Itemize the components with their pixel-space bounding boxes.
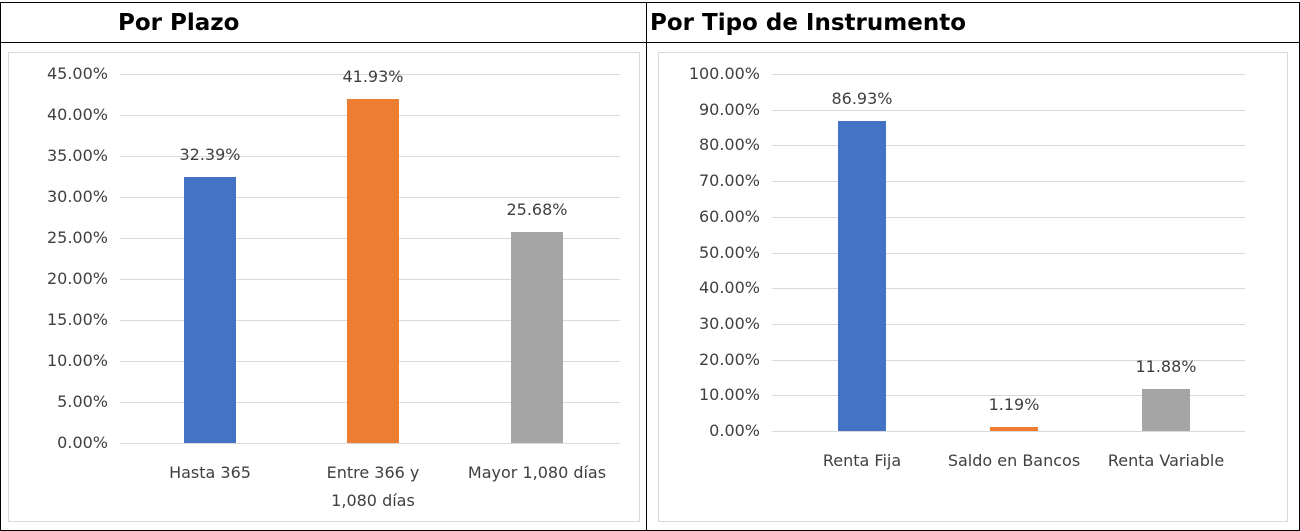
y-tick-label: 100.00% xyxy=(688,64,760,83)
y-tick-label: 40.00% xyxy=(698,278,760,298)
chart-frame xyxy=(658,52,1288,522)
bar xyxy=(184,177,236,443)
y-tick-label: 30.00% xyxy=(46,187,108,206)
x-tick-label: Renta Variable xyxy=(1107,451,1225,470)
chart-title: Por Plazo xyxy=(118,10,240,36)
x-tick-label: Hasta 365 xyxy=(169,463,251,482)
grid-line xyxy=(772,431,1245,432)
data-label: 25.68% xyxy=(506,200,568,220)
y-tick-label: 10.00% xyxy=(698,385,760,405)
chart-title: Por Tipo de Instrumento xyxy=(650,10,966,36)
grid-line xyxy=(772,216,1245,218)
grid-line xyxy=(772,74,1245,75)
y-tick-label: 40.00% xyxy=(46,105,108,124)
data-label: 32.39% xyxy=(179,145,241,165)
data-label: 41.93% xyxy=(342,67,404,87)
y-tick-label: 70.00% xyxy=(698,171,760,191)
bar xyxy=(511,232,563,443)
bar xyxy=(1142,388,1190,431)
y-tick-label: 80.00% xyxy=(698,135,760,155)
y-tick-label: 90.00% xyxy=(698,99,760,119)
grid-line xyxy=(772,109,1245,111)
y-tick-label: 0.00% xyxy=(57,433,108,452)
y-tick-label: 20.00% xyxy=(46,269,108,288)
y-tick-label: 5.00% xyxy=(57,392,108,411)
grid-line xyxy=(120,74,620,75)
bar xyxy=(990,426,1038,431)
y-tick-label: 10.00% xyxy=(46,351,108,370)
grid-line xyxy=(772,288,1245,290)
grid-line xyxy=(772,323,1245,325)
x-tick-label: Saldo en Bancos xyxy=(947,451,1081,470)
chart-frame xyxy=(8,52,640,522)
grid-line xyxy=(772,181,1245,183)
panel-divider xyxy=(646,2,647,531)
data-label: 86.93% xyxy=(831,88,893,108)
x-tick-label: Renta Fija xyxy=(822,451,902,470)
y-tick-label: 35.00% xyxy=(46,146,108,165)
y-tick-label: 15.00% xyxy=(46,310,108,329)
y-tick-label: 60.00% xyxy=(698,206,760,226)
data-label: 1.19% xyxy=(988,394,1040,414)
y-tick-label: 20.00% xyxy=(698,349,760,369)
y-tick-label: 25.00% xyxy=(46,228,108,247)
grid-line xyxy=(120,443,620,444)
bar xyxy=(838,120,886,431)
header-rule xyxy=(0,42,1300,43)
grid-line xyxy=(772,359,1245,361)
x-tick-label: Entre 366 y 1,080 días xyxy=(326,463,420,510)
y-tick-label: 50.00% xyxy=(698,242,760,262)
y-tick-label: 45.00% xyxy=(46,64,108,83)
grid-line xyxy=(772,252,1245,254)
bar xyxy=(347,99,399,443)
y-tick-label: 30.00% xyxy=(698,313,760,333)
data-label: 11.88% xyxy=(1135,356,1197,376)
x-tick-label: Mayor 1,080 días xyxy=(467,463,607,482)
grid-line xyxy=(772,145,1245,147)
y-tick-label: 0.00% xyxy=(709,421,760,440)
grid-line xyxy=(772,395,1245,397)
